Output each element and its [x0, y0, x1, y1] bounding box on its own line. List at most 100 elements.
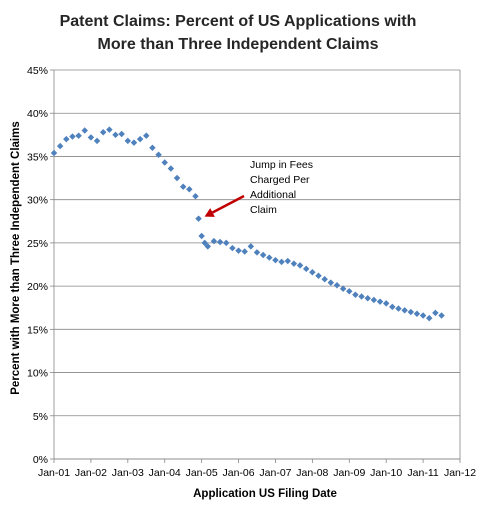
data-point [296, 262, 304, 269]
data-point [247, 243, 255, 250]
x-tick-label: Jan-08 [296, 467, 328, 479]
y-tick-label: 15% [27, 324, 48, 336]
gridlines [54, 69, 460, 460]
x-tick-label: Jan-02 [75, 467, 107, 479]
data-point [407, 308, 415, 316]
data-point [321, 275, 328, 283]
annotation-line-4: Claim [250, 204, 277, 216]
data-point [201, 239, 208, 247]
x-tick-label: Jan-11 [407, 467, 438, 479]
data-point [81, 127, 88, 134]
data-point [173, 174, 181, 182]
data-point [376, 298, 384, 305]
data-point [118, 130, 125, 138]
x-tick-label: Jan-01 [38, 467, 70, 479]
x-tick-label: Jan-05 [186, 467, 218, 479]
y-tick-label: 5% [33, 411, 48, 423]
data-point [401, 307, 408, 314]
data-point [278, 258, 285, 266]
data-point [253, 249, 261, 256]
annotation-line-2: Charged Per [250, 174, 310, 186]
data-point [192, 192, 199, 200]
data-point [302, 265, 310, 273]
y-tick-label: 35% [27, 151, 48, 163]
data-point [149, 144, 156, 152]
annotation-line-1: Jump in Fees [250, 159, 313, 171]
data-point [50, 149, 58, 157]
data-point [124, 137, 132, 145]
data-point [195, 215, 202, 222]
data-point [364, 294, 371, 302]
data-point [266, 254, 273, 261]
data-point [106, 126, 113, 133]
y-tick-label: 25% [27, 238, 48, 250]
data-point [339, 285, 347, 292]
data-point [75, 132, 82, 139]
y-tick-label: 20% [27, 281, 48, 293]
x-tick-label: Jan-09 [333, 467, 365, 479]
annotation-arrowhead [204, 208, 215, 217]
data-points [50, 126, 445, 322]
data-point [346, 288, 353, 295]
y-tick-label: 40% [27, 108, 48, 120]
data-point [259, 251, 267, 259]
chart-title-line-2: More than Three Independent Claims [98, 36, 379, 53]
y-tick-label: 0% [33, 454, 48, 466]
data-point [333, 282, 341, 289]
data-point [358, 293, 365, 300]
chart-title-line-1: Patent Claims: Percent of US Application… [60, 13, 417, 30]
data-point [136, 135, 144, 143]
data-point [143, 132, 150, 139]
data-point [63, 135, 70, 143]
data-point [290, 260, 298, 267]
x-tick-label: Jan-04 [149, 467, 181, 479]
data-point [438, 312, 445, 319]
y-tick-label: 30% [27, 195, 48, 207]
x-tick-labels: Jan-01 Jan-02 Jan-03 Jan-04 Jan-05 Jan-06 Jan-… [38, 467, 476, 479]
y-axis-title: Percent with More than Three Independent… [10, 121, 22, 395]
data-point [99, 129, 107, 136]
annotation: Jump in Fees Charged Per Additional Clai… [204, 159, 313, 217]
data-point [112, 131, 119, 139]
data-point [167, 165, 175, 172]
data-point [241, 248, 248, 255]
data-point [370, 296, 378, 304]
data-point [395, 305, 402, 312]
data-point [161, 159, 168, 166]
data-point [204, 243, 212, 250]
data-point [426, 314, 433, 322]
y-tick-labels: 0% 5% 10% 15% 20% 25% 30% 35% 40% 45% [27, 65, 48, 466]
data-point [352, 291, 359, 298]
y-tick-label: 10% [27, 368, 48, 380]
data-point [179, 183, 187, 190]
data-point [229, 244, 236, 252]
data-point [327, 279, 335, 286]
data-point [382, 300, 390, 307]
x-axis-title: Application US Filing Date [193, 488, 337, 500]
data-point [56, 142, 64, 150]
annotation-line-3: Additional [250, 189, 296, 201]
data-point [389, 303, 396, 311]
data-point [432, 309, 439, 317]
data-point [309, 269, 316, 276]
y-tick-label: 45% [27, 65, 48, 77]
data-point [130, 139, 138, 146]
x-tick-label: Jan-12 [444, 467, 476, 479]
x-tick-label: Jan-07 [259, 467, 291, 479]
data-point [216, 238, 224, 246]
data-point [69, 133, 76, 140]
data-point [272, 256, 279, 264]
annotation-arrow [211, 194, 245, 214]
data-point [284, 257, 291, 265]
data-point [186, 186, 193, 193]
x-tick-label: Jan-03 [112, 467, 144, 479]
data-point [315, 272, 322, 279]
data-point [198, 232, 205, 240]
data-point [210, 237, 218, 245]
data-point [87, 134, 95, 141]
data-point [235, 247, 242, 254]
data-point [155, 151, 162, 158]
